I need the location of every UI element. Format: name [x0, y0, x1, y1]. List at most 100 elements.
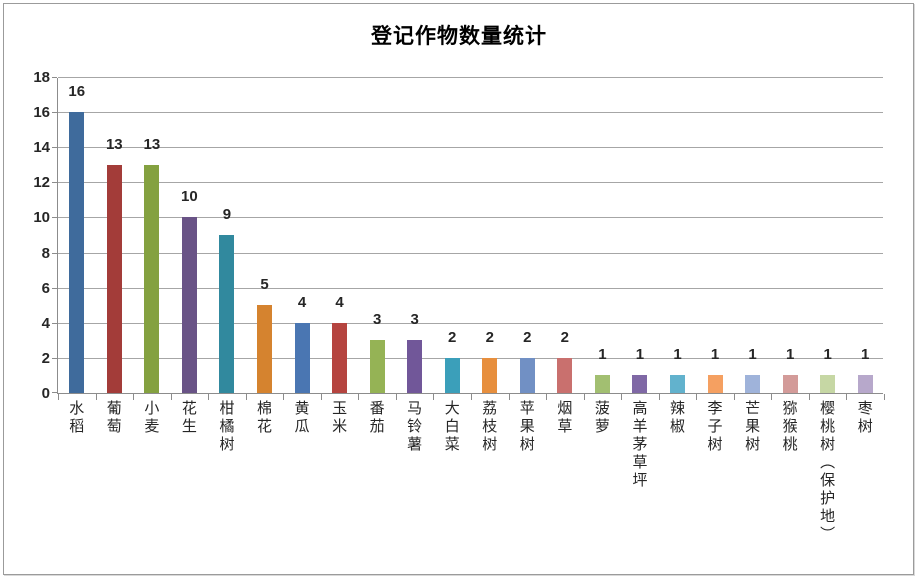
y-axis-tick — [52, 77, 57, 78]
bar-value-label: 1 — [785, 346, 795, 364]
x-axis-tick — [133, 394, 134, 400]
y-axis-tick — [52, 322, 57, 324]
category-label-text: 辣椒 — [667, 400, 685, 436]
x-axis-tick — [771, 394, 772, 400]
bar — [444, 357, 460, 393]
bar — [369, 340, 385, 393]
category-label: 葡萄 — [95, 400, 133, 436]
category-label-text: 高羊茅草坪 — [630, 400, 648, 490]
y-axis-tick — [52, 392, 57, 393]
category-label-text: 玉米 — [330, 400, 348, 436]
x-axis: 水稻 葡萄 小麦 花生 柑橘树 棉花 黄瓜 玉米 番茄 马铃薯 大白菜 荔枝树 苹果树 烟草 菠萝 高羊茅草坪… — [57, 400, 883, 560]
bar-value-label: 1 — [748, 346, 757, 364]
bar-value-label: 4 — [335, 293, 344, 311]
bar-value-label: 3 — [410, 311, 419, 329]
category-label: 辣椒 — [658, 400, 696, 436]
category-label: 烟草 — [545, 400, 583, 436]
category-label-text: 菠萝 — [592, 400, 610, 436]
x-axis-tick — [734, 394, 735, 400]
x-axis-tick — [509, 394, 510, 400]
x-axis-tick — [696, 394, 697, 400]
bar — [820, 375, 836, 393]
x-axis-tick — [884, 394, 885, 400]
y-axis: 0 2 4 6 8 10 12 14 16 18 — [0, 69, 50, 402]
category-label-text: 荔枝树 — [480, 400, 498, 454]
bar — [69, 112, 85, 393]
category-label: 柑橘树 — [207, 400, 245, 454]
category-label: 大白菜 — [432, 400, 470, 454]
category-label: 荔枝树 — [470, 400, 508, 454]
category-label: 苹果树 — [508, 400, 546, 454]
x-axis-tick — [283, 394, 284, 400]
gridline — [58, 357, 883, 359]
bar — [294, 322, 310, 393]
category-label-text: 柑橘树 — [217, 400, 235, 454]
bar-value-label: 3 — [372, 311, 382, 329]
x-axis-tick — [659, 394, 660, 400]
bar-value-label: 1 — [861, 346, 870, 364]
category-label: 水稻 — [57, 400, 95, 436]
category-label-text: 黄瓜 — [292, 400, 310, 436]
category-label-text: 猕猴桃 — [780, 400, 798, 454]
bar-value-label: 1 — [710, 346, 720, 364]
bar — [519, 357, 535, 393]
bar-value-label: 2 — [485, 328, 494, 346]
category-label-text: 大白菜 — [442, 400, 460, 454]
bar-value-label: 9 — [222, 206, 232, 223]
category-label: 花生 — [170, 400, 208, 436]
gridline — [58, 252, 883, 254]
y-tick-label: 4 — [41, 314, 50, 332]
bar-value-label: 13 — [143, 135, 161, 153]
category-label-text: 烟草 — [555, 400, 573, 436]
category-label: 菠萝 — [583, 400, 621, 436]
bar-value-label: 4 — [297, 293, 307, 311]
x-axis-tick — [246, 394, 247, 400]
y-tick-label: 6 — [41, 279, 50, 297]
y-axis-tick — [52, 357, 57, 359]
bar — [482, 357, 498, 393]
bar — [857, 375, 873, 393]
category-label: 黄瓜 — [282, 400, 320, 436]
gridline — [58, 77, 883, 78]
x-axis-tick — [584, 394, 585, 400]
y-tick-label: 2 — [41, 349, 50, 367]
category-label-text: 芒果树 — [743, 400, 761, 454]
category-label-text: 苹果树 — [517, 400, 535, 454]
bar — [407, 340, 423, 393]
category-label: 高羊茅草坪 — [620, 400, 658, 490]
bar-value-label: 16 — [68, 83, 86, 101]
bar — [670, 375, 685, 393]
bar-value-label: 2 — [523, 328, 532, 346]
category-label-text: 花生 — [179, 400, 197, 436]
category-label-text: 小麦 — [142, 400, 160, 436]
x-axis-tick — [358, 394, 359, 400]
category-label: 马铃薯 — [395, 400, 433, 454]
gridline — [58, 182, 883, 184]
category-label: 棉花 — [245, 400, 283, 436]
y-axis-tick — [52, 112, 57, 114]
bar — [707, 375, 723, 393]
x-axis-tick — [96, 394, 97, 400]
category-label: 玉米 — [320, 400, 358, 436]
bar-value-label: 1 — [823, 346, 832, 364]
category-label: 猕猴桃 — [770, 400, 808, 454]
bar — [144, 164, 160, 393]
category-label: 芒果树 — [733, 400, 771, 454]
category-label-text: 樱桃树（保护地） — [818, 400, 836, 544]
gridline — [58, 147, 883, 149]
category-label: 枣树 — [845, 400, 883, 436]
category-label-text: 葡萄 — [104, 400, 122, 436]
bar — [632, 375, 648, 393]
y-tick-label: 14 — [33, 139, 50, 157]
bar — [782, 375, 798, 393]
category-label: 李子树 — [695, 400, 733, 454]
category-label-text: 水稻 — [67, 400, 85, 436]
category-label-text: 棉花 — [254, 400, 272, 436]
x-axis-tick — [433, 394, 434, 400]
y-axis-tick — [52, 147, 57, 149]
gridline — [58, 322, 883, 324]
bar — [106, 164, 122, 393]
x-axis-tick — [58, 394, 59, 400]
y-tick-label: 10 — [33, 209, 50, 227]
